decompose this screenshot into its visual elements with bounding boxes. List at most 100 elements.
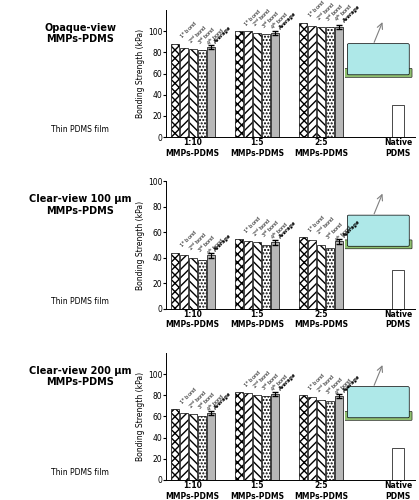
Text: Average: Average [213, 234, 233, 252]
Text: 2$^{nd}$ bond: 2$^{nd}$ bond [251, 6, 273, 28]
Text: Opaque-view
MMPs-PDMS: Opaque-view MMPs-PDMS [44, 22, 116, 44]
Bar [392, 106, 404, 137]
Bar [271, 394, 279, 480]
Text: 4$^{th}$ bond: 4$^{th}$ bond [269, 220, 291, 242]
Text: 2$^{nd}$ bond: 2$^{nd}$ bond [251, 216, 273, 238]
Bar [335, 241, 343, 308]
Text: 3$^{rd}$ bond: 3$^{rd}$ bond [195, 24, 217, 46]
Text: Clear-view 100 μm
MMPs-PDMS: Clear-view 100 μm MMPs-PDMS [29, 194, 132, 216]
Text: 2$^{nd}$ bond: 2$^{nd}$ bond [186, 22, 209, 46]
Y-axis label: Bonding Strength (kPa): Bonding Strength (kPa) [136, 372, 145, 461]
Y-axis label: Bonding Strength (kPa): Bonding Strength (kPa) [136, 29, 145, 118]
Y-axis label: Bonding Strength (kPa): Bonding Strength (kPa) [136, 200, 145, 290]
Bar [235, 238, 243, 308]
Text: 1$^{st}$ bond: 1$^{st}$ bond [305, 371, 327, 393]
Text: Average: Average [341, 374, 361, 394]
Text: Average: Average [277, 220, 297, 240]
Text: Thin PDMS film: Thin PDMS film [52, 468, 109, 477]
Bar [262, 34, 270, 137]
Bar [198, 260, 206, 308]
Text: 1$^{st}$ bond: 1$^{st}$ bond [241, 7, 263, 28]
Text: 3$^{rd}$ bond: 3$^{rd}$ bond [195, 233, 217, 255]
Text: 3$^{rd}$ bond: 3$^{rd}$ bond [259, 370, 282, 393]
Text: 1$^{st}$ bond: 1$^{st}$ bond [177, 385, 199, 406]
Text: 3$^{rd}$ bond: 3$^{rd}$ bond [323, 2, 346, 24]
Bar [335, 396, 343, 480]
Text: 4$^{th}$ bond: 4$^{th}$ bond [269, 372, 291, 394]
Text: 2$^{nd}$ bond: 2$^{nd}$ bond [315, 214, 337, 238]
Text: 1$^{st}$ bond: 1$^{st}$ bond [177, 20, 199, 42]
Bar [262, 245, 270, 308]
Text: 2$^{nd}$ bond: 2$^{nd}$ bond [315, 0, 337, 24]
Text: 4$^{th}$ bond: 4$^{th}$ bond [269, 10, 291, 32]
Text: 4$^{th}$ bond: 4$^{th}$ bond [333, 223, 355, 245]
Bar [198, 416, 206, 480]
Bar [271, 242, 279, 308]
Bar [235, 392, 243, 480]
Bar [180, 48, 188, 137]
Text: 3$^{rd}$ bond: 3$^{rd}$ bond [323, 220, 346, 242]
Text: Average: Average [341, 5, 361, 24]
Text: Average: Average [213, 392, 233, 411]
Text: 2$^{nd}$ bond: 2$^{nd}$ bond [315, 372, 337, 395]
Bar [326, 27, 334, 137]
Bar [308, 26, 316, 137]
Bar [171, 409, 178, 480]
Bar [308, 240, 316, 308]
Text: Clear-view 200 μm
MMPs-PDMS: Clear-view 200 μm MMPs-PDMS [29, 366, 132, 388]
Text: Thin PDMS film: Thin PDMS film [52, 126, 109, 134]
Bar [207, 47, 215, 137]
Text: 3$^{rd}$ bond: 3$^{rd}$ bond [323, 374, 346, 397]
Bar [198, 50, 206, 137]
Bar [308, 398, 316, 480]
Bar [244, 241, 252, 308]
Text: 2$^{nd}$ bond: 2$^{nd}$ bond [186, 230, 209, 252]
Text: 4$^{th}$ bond: 4$^{th}$ bond [204, 392, 227, 414]
Text: 2$^{nd}$ bond: 2$^{nd}$ bond [251, 368, 273, 390]
Bar [189, 258, 197, 308]
Bar [271, 34, 279, 137]
Text: 1$^{st}$ bond: 1$^{st}$ bond [241, 368, 263, 390]
Bar [207, 414, 215, 480]
Text: 1$^{st}$ bond: 1$^{st}$ bond [305, 213, 327, 235]
Text: 1$^{st}$ bond: 1$^{st}$ bond [241, 214, 263, 236]
Text: 1$^{st}$ bond: 1$^{st}$ bond [305, 0, 327, 20]
Text: 4$^{th}$ bond: 4$^{th}$ bond [333, 376, 355, 398]
Bar [244, 393, 252, 480]
Bar [326, 400, 334, 480]
Bar [171, 44, 178, 137]
Text: 4$^{th}$ bond: 4$^{th}$ bond [204, 236, 227, 258]
Bar [189, 49, 197, 137]
Text: 3$^{rd}$ bond: 3$^{rd}$ bond [259, 8, 282, 30]
Bar [180, 255, 188, 308]
Bar [317, 400, 325, 480]
Bar [253, 34, 261, 137]
Bar [171, 252, 178, 308]
Bar [244, 31, 252, 137]
Text: 4$^{th}$ bond: 4$^{th}$ bond [333, 2, 355, 24]
Text: Average: Average [277, 372, 297, 392]
Bar [317, 27, 325, 137]
Bar [189, 414, 197, 480]
Text: Average: Average [213, 25, 233, 44]
Text: 3$^{rd}$ bond: 3$^{rd}$ bond [195, 390, 217, 412]
Bar [235, 31, 243, 137]
Bar [299, 238, 307, 308]
Bar [317, 245, 325, 308]
Bar [326, 248, 334, 308]
Text: 3$^{rd}$ bond: 3$^{rd}$ bond [259, 218, 282, 240]
Bar [180, 414, 188, 480]
Text: 1$^{st}$ bond: 1$^{st}$ bond [177, 228, 199, 250]
Text: 2$^{nd}$ bond: 2$^{nd}$ bond [186, 388, 209, 411]
Text: Average: Average [341, 220, 361, 238]
Bar [299, 396, 307, 480]
Bar [262, 396, 270, 480]
Bar [335, 27, 343, 137]
Text: Thin PDMS film: Thin PDMS film [52, 297, 109, 306]
Bar [253, 396, 261, 480]
Bar [392, 270, 404, 308]
Bar [299, 22, 307, 137]
Text: Average: Average [277, 12, 297, 30]
Bar [392, 448, 404, 480]
Bar [207, 255, 215, 308]
